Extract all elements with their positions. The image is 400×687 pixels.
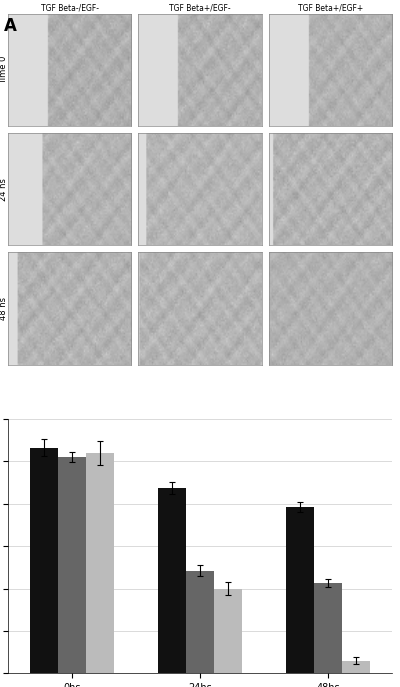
- Y-axis label: 48 hs: 48 hs: [0, 297, 8, 320]
- Y-axis label: 24 hs: 24 hs: [0, 178, 8, 201]
- Bar: [286, 507, 314, 673]
- Bar: [30, 448, 58, 673]
- Title: TGF Beta-/EGF-: TGF Beta-/EGF-: [40, 4, 98, 13]
- Bar: [58, 457, 86, 673]
- Bar: [314, 583, 342, 673]
- Bar: [342, 660, 370, 673]
- Title: TGF Beta+/EGF-: TGF Beta+/EGF-: [169, 4, 231, 13]
- Text: A: A: [4, 17, 17, 35]
- Bar: [86, 453, 114, 673]
- Title: TGF Beta+/EGF+: TGF Beta+/EGF+: [298, 4, 363, 13]
- Bar: [214, 589, 242, 673]
- Bar: [186, 570, 214, 673]
- Y-axis label: Time 0: Time 0: [0, 56, 8, 84]
- Bar: [158, 488, 186, 673]
